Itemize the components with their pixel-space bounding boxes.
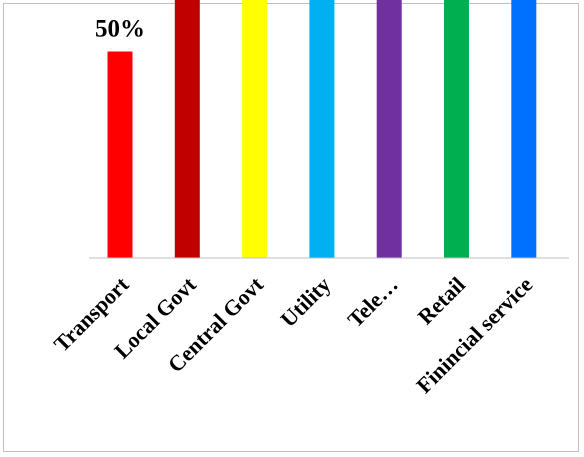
category-label-6: Finincial service: [411, 272, 537, 398]
bar-2: [242, 0, 268, 258]
bar-6: [511, 0, 537, 258]
category-label-5: Retail: [413, 272, 470, 329]
data-labels-layer: 50%63%65%70%75%79%83%: [95, 16, 145, 43]
data-label-0: 50%: [95, 16, 145, 43]
category-label-4: Tele…: [342, 272, 402, 332]
chart-frame: [3, 3, 579, 452]
category-label-3: Utility: [275, 272, 335, 332]
bar-3: [309, 0, 335, 259]
bar-4: [376, 0, 402, 258]
bar-0: [107, 51, 133, 258]
bar-1: [174, 0, 200, 259]
bars-layer: [107, 0, 537, 259]
bar-5: [444, 0, 469, 258]
